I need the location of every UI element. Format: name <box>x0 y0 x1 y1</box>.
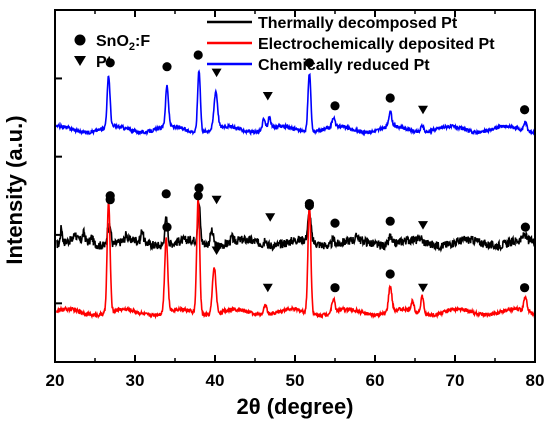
peak-marker-pt <box>211 195 222 205</box>
peak-marker-pt <box>211 68 222 78</box>
peak-marker-pt <box>418 221 428 230</box>
marker-legend-label: SnO2:F <box>96 33 150 53</box>
peak-marker-snO2 <box>385 269 395 279</box>
peak-marker-snO2 <box>304 199 314 209</box>
peak-marker-snO2 <box>162 62 172 72</box>
x-tick-label: 60 <box>366 371 385 390</box>
peak-marker-snO2 <box>304 58 314 68</box>
marker-legend-tail: :F <box>135 33 150 50</box>
x-tick-label: 50 <box>286 371 305 390</box>
peak-marker-pt <box>211 246 222 256</box>
peak-marker-snO2 <box>330 218 340 228</box>
peak-marker-snO2 <box>105 58 115 68</box>
marker-legend-subscript: 2 <box>129 41 135 53</box>
legend-label: Electrochemically deposited Pt <box>258 36 495 53</box>
peak-marker-pt <box>262 92 273 101</box>
x-tick-label: 30 <box>126 371 145 390</box>
chart-series-group <box>55 69 536 320</box>
peak-marker-snO2 <box>161 189 171 199</box>
peak-marker-snO2 <box>520 105 530 115</box>
peak-marker-snO2 <box>105 191 115 201</box>
peak-marker-snO2 <box>520 283 530 293</box>
peak-marker-snO2 <box>385 216 395 226</box>
x-tick-label: 80 <box>526 371 545 390</box>
series-line-3 <box>55 69 536 137</box>
series-line-2 <box>55 199 536 320</box>
legend-label: Chemically reduced Pt <box>258 57 430 74</box>
legend-label: Thermally decomposed Pt <box>258 15 458 32</box>
peak-marker-snO2 <box>330 283 340 293</box>
peak-marker-snO2 <box>520 222 531 232</box>
series-line-1 <box>56 202 536 253</box>
marker-legend-main: SnO <box>96 33 129 50</box>
marker-legend-main: Pt <box>96 54 113 71</box>
chart-axes: 20 30 40 50 60 70 80 <box>46 9 545 390</box>
peak-marker-snO2 <box>193 191 203 201</box>
peak-marker-snO2 <box>193 50 203 60</box>
peak-marker-snO2 <box>330 101 340 111</box>
y-axis-label: Intensity (a.u.) <box>2 115 27 264</box>
x-tick-label: 20 <box>46 371 65 390</box>
chart-legend: Thermally decomposed Pt Electrochemically… <box>207 15 495 74</box>
marker-legend-label: Pt <box>96 54 113 71</box>
peak-marker-pt <box>265 213 276 222</box>
marker-legend: SnO2:FPt <box>74 33 150 71</box>
peak-marker-pt <box>418 283 428 293</box>
peak-markers-group <box>105 50 531 293</box>
x-axis-label: 2θ (degree) <box>236 394 353 419</box>
peak-marker-snO2 <box>162 222 172 232</box>
peak-marker-snO2 <box>194 183 204 193</box>
peak-marker-pt <box>262 283 273 293</box>
legend-circle-icon <box>74 34 86 46</box>
peak-marker-pt <box>418 105 428 115</box>
peak-marker-snO2 <box>385 93 395 103</box>
x-tick-label: 40 <box>206 371 225 390</box>
legend-triangle-icon <box>74 56 86 66</box>
x-tick-label: 70 <box>446 371 465 390</box>
